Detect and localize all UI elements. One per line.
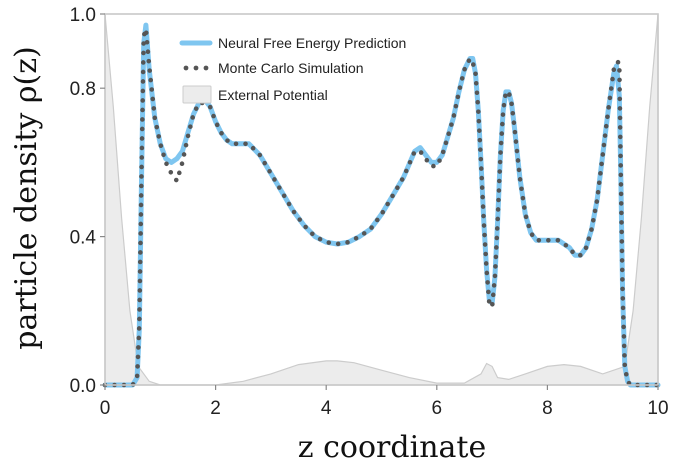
legend-label-prediction: Neural Free Energy Prediction bbox=[218, 35, 406, 51]
series-monte-carlo bbox=[102, 26, 661, 388]
y-tick-label: 0.8 bbox=[70, 79, 96, 100]
x-axis-label: z coordinate bbox=[298, 430, 486, 463]
x-tick-label: 4 bbox=[321, 398, 332, 419]
legend-label-monte-carlo: Monte Carlo Simulation bbox=[218, 60, 364, 76]
legend-dot bbox=[183, 65, 189, 71]
monte-carlo-layer bbox=[102, 26, 661, 388]
legend-swatch-monte-carlo bbox=[183, 65, 209, 71]
x-tick-label: 0 bbox=[100, 398, 111, 419]
potential-layer bbox=[104, 13, 659, 386]
legend: Neural Free Energy Prediction Monte Carl… bbox=[179, 35, 406, 104]
x-tick-label: 2 bbox=[210, 398, 221, 419]
y-tick-label: 0.4 bbox=[70, 228, 97, 249]
series-neural-prediction bbox=[102, 22, 661, 388]
plot-border bbox=[104, 13, 659, 386]
plot-frame bbox=[104, 13, 659, 386]
x-tick-label: 6 bbox=[432, 398, 443, 419]
legend-dot bbox=[203, 65, 209, 71]
x-tick-label: 10 bbox=[647, 398, 668, 419]
y-tick-label: 1.0 bbox=[70, 5, 96, 26]
legend-swatch-potential bbox=[182, 85, 212, 104]
legend-dot bbox=[193, 65, 199, 71]
y-tick-label: 0.0 bbox=[70, 376, 96, 397]
prediction-layer bbox=[102, 22, 661, 388]
series-external-potential bbox=[104, 13, 659, 386]
tick-layer: 0 2 4 6 8 10 0.0 0.4 0.8 1.0 bbox=[70, 5, 669, 419]
y-axis-label: particle density ρ(z) bbox=[9, 46, 44, 349]
x-tick-label: 8 bbox=[542, 398, 553, 419]
legend-label-potential: External Potential bbox=[218, 87, 328, 103]
